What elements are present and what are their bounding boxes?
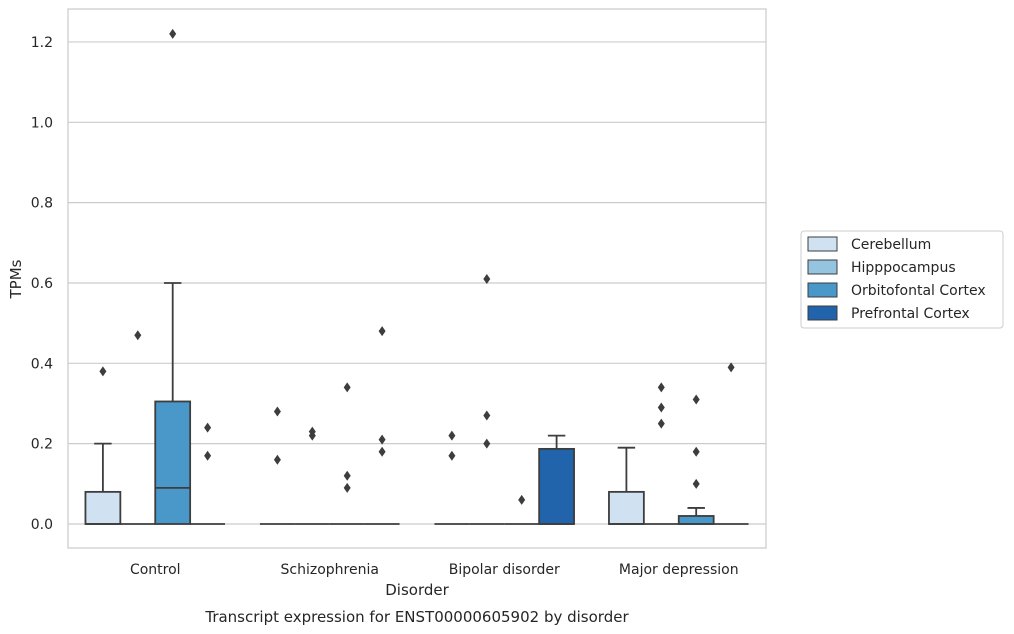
box-cerebellum-schizophrenia-outlier — [273, 454, 281, 465]
box-prefrontal-cortex-schizophrenia-outlier — [378, 446, 386, 457]
x-axis-label: Disorder — [385, 581, 449, 599]
box-orbitofontal-cortex-schizophrenia-outlier — [343, 482, 351, 493]
legend-swatch-cerebellum — [807, 236, 838, 252]
box-orbitofontal-cortex-major-depression-body — [677, 515, 715, 525]
box-cerebellum-control-body — [84, 490, 122, 525]
box-prefrontal-cortex-bipolar-disorder-body — [538, 447, 575, 525]
box-hipppocampus-major-depression-outlier — [657, 382, 665, 393]
y-axis-label: TPMs — [7, 259, 25, 299]
box-prefrontal-cortex-control-outlier — [204, 450, 212, 461]
box-orbitofontal-cortex-schizophrenia-outlier — [343, 470, 351, 481]
box-orbitofontal-cortex-major-depression-outlier — [692, 446, 700, 457]
box-hipppocampus-bipolar-disorder-outlier — [483, 438, 491, 449]
box-orbitofontal-cortex-bipolar-disorder-outlier — [518, 494, 526, 505]
y-tick-label: 0.6 — [31, 276, 53, 292]
x-tick-label-bipolar-disorder: Bipolar disorder — [449, 562, 560, 578]
box-hipppocampus-major-depression-outlier — [657, 418, 665, 429]
box-orbitofontal-cortex-control-outlier — [169, 28, 177, 39]
box-orbitofontal-cortex-schizophrenia-outlier — [343, 382, 351, 393]
chart-caption: Transcript expression for ENST0000060590… — [204, 608, 629, 626]
y-axis-ticks: 0.0 0.2 0.4 0.6 0.8 1.0 1.2 — [31, 35, 53, 533]
legend-label-cerebellum: Cerebellum — [851, 237, 931, 253]
legend-swatch-prefrontal-cortex — [807, 305, 838, 321]
box-orbitofontal-cortex-control-body — [154, 400, 192, 525]
box-hipppocampus-schizophrenia-outlier — [308, 426, 316, 437]
legend-frame — [800, 230, 1004, 329]
legend: Cerebellum Hipppocampus Orbitofontal Corte… — [800, 230, 1004, 329]
box-cerebellum-bipolar-disorder-outlier — [448, 430, 456, 441]
box-hipppocampus-control-outlier — [134, 330, 142, 341]
x-tick-label-schizophrenia: Schizophrenia — [281, 562, 379, 578]
x-tick-label-control: Control — [130, 562, 181, 578]
box-cerebellum-bipolar-disorder-outlier — [448, 450, 456, 461]
y-tick-label: 0.2 — [31, 437, 53, 453]
y-tick-label: 0.8 — [31, 196, 53, 212]
y-tick-label: 1.0 — [31, 115, 53, 131]
y-tick-label: 0.4 — [31, 356, 53, 372]
box-prefrontal-cortex-control-outlier — [204, 422, 212, 433]
box-cerebellum-schizophrenia-outlier — [273, 406, 281, 417]
y-tick-label: 0.0 — [31, 517, 53, 533]
box-cerebellum-major-depression-body — [608, 490, 645, 525]
box-prefrontal-cortex-major-depression-outlier — [727, 362, 735, 373]
box-prefrontal-cortex-schizophrenia-outlier — [378, 434, 386, 445]
plot-frame — [67, 8, 767, 549]
box-cerebellum-control-outlier — [99, 366, 107, 377]
box-hipppocampus-major-depression-outlier — [657, 402, 665, 413]
legend-swatch-hipppocampus — [807, 259, 838, 275]
legend-label-orbitofontal-cortex: Orbitofontal Cortex — [851, 283, 986, 299]
legend-label-hipppocampus: Hipppocampus — [851, 260, 956, 276]
x-axis-ticks: Control Schizophrenia Bipolar disorder Majo… — [130, 562, 739, 578]
box-orbitofontal-cortex-major-depression-outlier — [692, 394, 700, 405]
y-tick-label: 1.2 — [31, 35, 53, 51]
box-prefrontal-cortex-schizophrenia-outlier — [378, 326, 386, 337]
legend-label-prefrontal-cortex: Prefrontal Cortex — [851, 306, 970, 322]
legend-swatch-orbitofontal-cortex — [807, 282, 838, 298]
plot-area — [84, 28, 749, 525]
box-hipppocampus-bipolar-disorder-outlier — [483, 273, 491, 284]
x-tick-label-major-depression: Major depression — [619, 562, 739, 578]
box-hipppocampus-bipolar-disorder-outlier — [483, 410, 491, 421]
box-orbitofontal-cortex-major-depression-outlier — [692, 478, 700, 489]
